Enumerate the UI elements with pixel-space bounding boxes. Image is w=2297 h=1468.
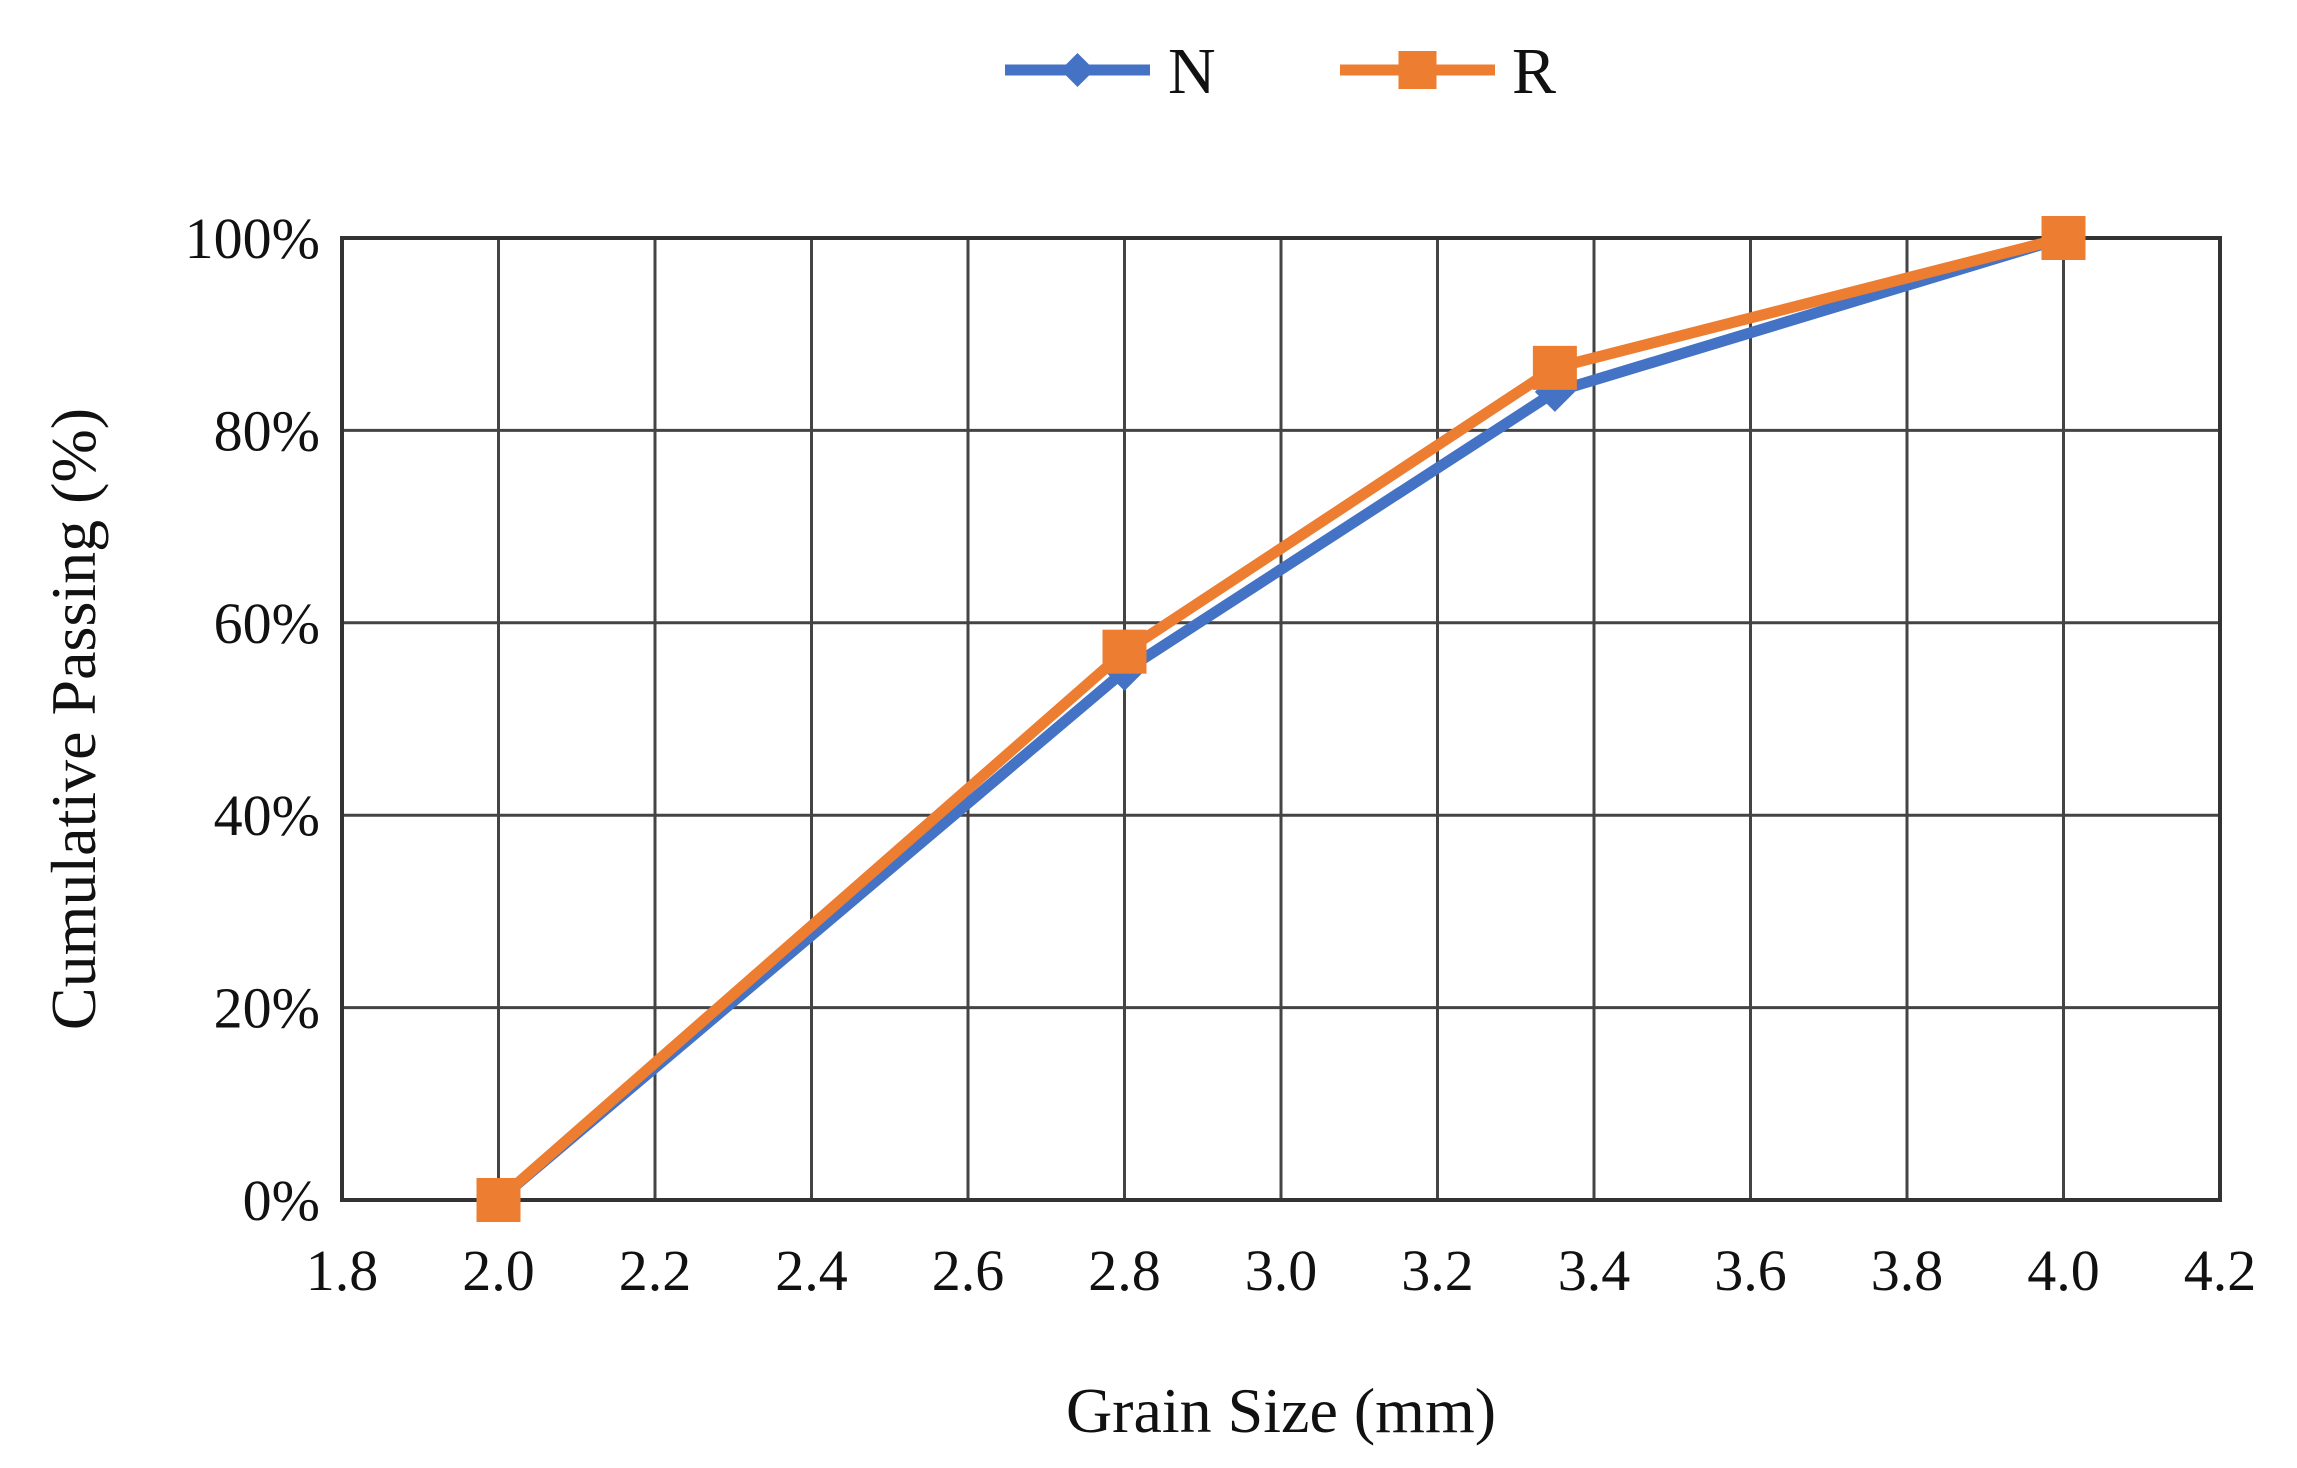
plot-area-frame [340,236,2222,1202]
y-axis-tick-labels: 0% 20% 40% 60% 80% 100% [185,206,320,1233]
y-tick-label: 40% [214,783,320,848]
legend-label: N [1168,35,1216,108]
x-axis-title: Grain Size (mm) [1066,1375,1496,1446]
data-point [1532,345,1577,390]
y-tick-label: 60% [214,591,320,656]
y-tick-label: 80% [214,398,320,463]
series-line [494,232,2066,1205]
x-tick-label: 3.4 [1558,1238,1631,1303]
legend-marker [1060,53,1095,87]
data-point [1102,629,1147,674]
legend-label: R [1512,35,1556,108]
vertical-gridlines [497,238,2065,1200]
series-layer [476,216,2086,1222]
x-tick-label: 2.2 [619,1238,692,1303]
y-tick-label: 100% [185,206,320,271]
x-tick-label: 3.6 [1714,1238,1787,1303]
series-line [494,232,2065,1205]
legend-marker [1398,51,1437,89]
x-tick-label: 2.6 [932,1238,1005,1303]
x-tick-label: 2.8 [1088,1238,1161,1303]
x-axis-tick-labels: 1.8 2.0 2.2 2.4 2.6 2.8 3.0 3.2 3.4 3.6 3.8 4.0 4.2 [306,1238,2257,1303]
x-tick-label: 2.4 [775,1238,848,1303]
x-tick-label: 4.2 [2184,1238,2257,1303]
x-tick-label: 2.0 [462,1238,535,1303]
x-tick-label: 3.0 [1245,1238,1318,1303]
data-point [2041,216,2086,260]
x-tick-label: 3.2 [1401,1238,1474,1303]
horizontal-gridlines [342,428,2220,1010]
y-tick-label: 20% [214,976,320,1041]
x-tick-label: 1.8 [306,1238,379,1303]
series-R [476,216,2086,1222]
y-tick-label: 0% [243,1168,320,1233]
x-tick-label: 3.8 [1871,1238,1944,1303]
x-tick-label: 4.0 [2027,1238,2100,1303]
legend-item-R: R [1340,35,1556,108]
legend-item-N: N [1005,35,1216,108]
y-axis-title: Cumulative Passing (%) [38,408,109,1030]
data-point [476,1178,521,1222]
